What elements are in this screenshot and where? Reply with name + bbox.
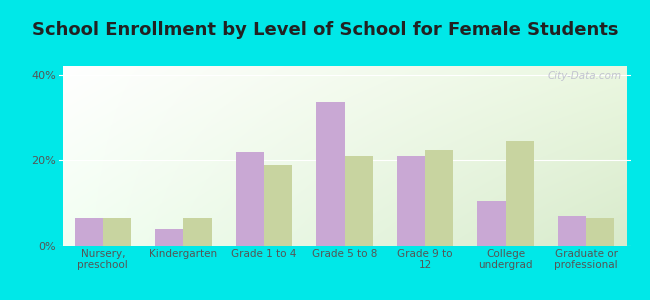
- Bar: [155, 229, 183, 246]
- Bar: [236, 152, 264, 246]
- Bar: [558, 216, 586, 246]
- Bar: [317, 102, 345, 246]
- Bar: [506, 141, 534, 246]
- Bar: [183, 218, 211, 246]
- Bar: [103, 218, 131, 246]
- Bar: [344, 156, 372, 246]
- Bar: [75, 218, 103, 246]
- Text: City-Data.com: City-Data.com: [548, 71, 622, 81]
- Text: School Enrollment by Level of School for Female Students: School Enrollment by Level of School for…: [32, 21, 618, 39]
- Bar: [397, 156, 425, 246]
- Bar: [586, 218, 614, 246]
- Bar: [264, 165, 292, 246]
- Bar: [478, 201, 506, 246]
- Bar: [425, 150, 453, 246]
